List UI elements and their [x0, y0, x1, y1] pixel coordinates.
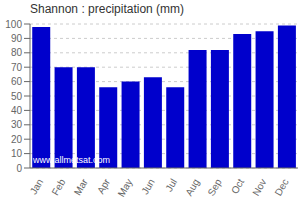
html-text:www.allmetsat.com: www.allmetsat.com — [33, 155, 110, 165]
svg-text:70: 70 — [11, 62, 23, 73]
svg-text:60: 60 — [11, 76, 23, 87]
svg-text:Feb: Feb — [49, 176, 67, 197]
svg-text:May: May — [116, 177, 135, 199]
svg-text:30: 30 — [11, 119, 23, 130]
svg-text:Aug: Aug — [183, 177, 201, 198]
svg-text:0: 0 — [16, 163, 22, 174]
svg-text:Mar: Mar — [72, 176, 90, 197]
svg-text:Oct: Oct — [229, 177, 246, 196]
svg-text:100: 100 — [8, 19, 22, 30]
svg-text:Dec: Dec — [272, 177, 290, 198]
svg-text:50: 50 — [11, 91, 23, 102]
svg-text:Jan: Jan — [28, 177, 46, 196]
svg-text:Nov: Nov — [250, 177, 268, 198]
svg-text:Sep: Sep — [205, 176, 224, 197]
svg-text:Jul: Jul — [163, 177, 179, 194]
svg-text:40: 40 — [11, 105, 23, 116]
svg-text:Jun: Jun — [139, 177, 157, 196]
svg-text:90: 90 — [11, 33, 23, 44]
svg-text:80: 80 — [11, 47, 23, 58]
svg-text:10: 10 — [11, 148, 23, 159]
html-text:Shannon : precipitation (mm): Shannon : precipitation (mm) — [30, 2, 185, 16]
svg-text:20: 20 — [11, 134, 23, 145]
svg-text:Apr: Apr — [95, 176, 113, 196]
